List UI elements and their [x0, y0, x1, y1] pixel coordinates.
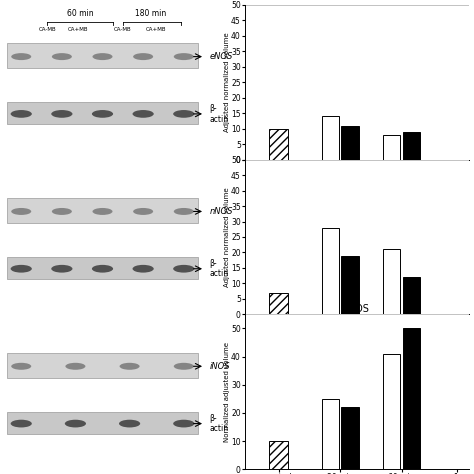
- Text: CA-MB: CA-MB: [38, 27, 56, 32]
- Ellipse shape: [174, 53, 194, 60]
- Ellipse shape: [52, 208, 72, 215]
- Ellipse shape: [10, 419, 32, 428]
- Ellipse shape: [174, 363, 194, 370]
- Ellipse shape: [133, 208, 153, 215]
- Bar: [341, 255, 359, 314]
- FancyBboxPatch shape: [7, 412, 198, 434]
- FancyBboxPatch shape: [7, 353, 198, 378]
- Ellipse shape: [92, 265, 113, 273]
- Bar: [269, 128, 288, 160]
- Ellipse shape: [51, 110, 73, 118]
- Ellipse shape: [174, 208, 194, 215]
- Ellipse shape: [173, 419, 194, 428]
- Bar: [383, 354, 401, 469]
- Y-axis label: Normalized adjusted volume: Normalized adjusted volume: [224, 342, 229, 442]
- Bar: [341, 126, 359, 160]
- Y-axis label: Adjusted normalized volume: Adjusted normalized volume: [224, 32, 229, 132]
- Ellipse shape: [51, 265, 73, 273]
- Ellipse shape: [119, 363, 140, 370]
- Title: iNOS: iNOS: [345, 304, 369, 314]
- Ellipse shape: [65, 419, 86, 428]
- Ellipse shape: [92, 110, 113, 118]
- Bar: [403, 132, 420, 160]
- Bar: [322, 116, 339, 160]
- Ellipse shape: [65, 363, 85, 370]
- Ellipse shape: [173, 265, 194, 273]
- Text: 60 min: 60 min: [67, 9, 93, 18]
- Bar: [322, 228, 339, 314]
- Ellipse shape: [11, 208, 31, 215]
- Bar: [322, 399, 339, 469]
- Text: iNOS: iNOS: [210, 362, 230, 371]
- Bar: [383, 249, 401, 314]
- Text: CA+MB: CA+MB: [67, 27, 88, 32]
- Text: CA+MB: CA+MB: [145, 27, 166, 32]
- Ellipse shape: [11, 363, 31, 370]
- Ellipse shape: [173, 110, 194, 118]
- FancyBboxPatch shape: [7, 102, 198, 124]
- Text: CA-MB: CA-MB: [114, 27, 131, 32]
- Ellipse shape: [133, 110, 154, 118]
- Text: β-
actin: β- actin: [210, 414, 229, 433]
- Ellipse shape: [10, 110, 32, 118]
- Text: β-
actin: β- actin: [210, 259, 229, 278]
- Text: eNOS: eNOS: [210, 52, 233, 61]
- Text: nNOS: nNOS: [210, 207, 233, 216]
- Bar: [403, 328, 420, 469]
- Ellipse shape: [92, 208, 112, 215]
- FancyBboxPatch shape: [7, 198, 198, 223]
- Bar: [341, 407, 359, 469]
- FancyBboxPatch shape: [7, 257, 198, 279]
- Text: β-
actin: β- actin: [210, 104, 229, 124]
- FancyBboxPatch shape: [7, 44, 198, 68]
- Ellipse shape: [133, 53, 153, 60]
- Bar: [403, 277, 420, 314]
- Ellipse shape: [52, 53, 72, 60]
- Bar: [269, 441, 288, 469]
- Ellipse shape: [10, 265, 32, 273]
- Bar: [269, 293, 288, 314]
- Ellipse shape: [92, 53, 112, 60]
- Ellipse shape: [133, 265, 154, 273]
- Text: 180 min: 180 min: [135, 9, 166, 18]
- Bar: [383, 135, 401, 160]
- Ellipse shape: [11, 53, 31, 60]
- Ellipse shape: [119, 419, 140, 428]
- Y-axis label: Adjusted normalized volume: Adjusted normalized volume: [224, 187, 229, 287]
